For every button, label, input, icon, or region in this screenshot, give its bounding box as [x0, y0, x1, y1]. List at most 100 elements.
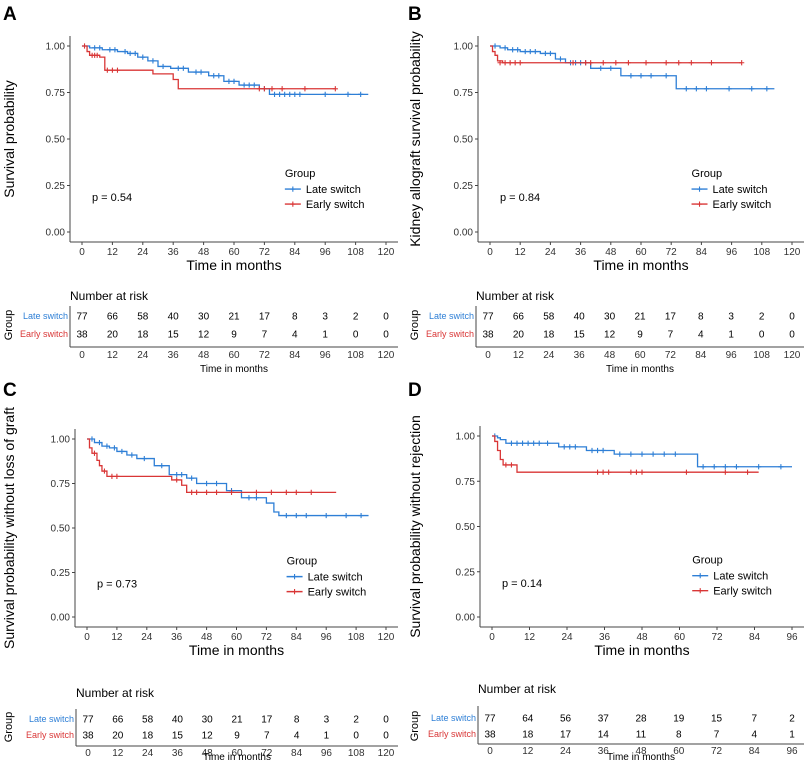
x-tick-label: 24	[561, 632, 573, 643]
censor-mark	[189, 475, 195, 481]
risk-count: 21	[231, 715, 243, 726]
panel-letter: D	[408, 380, 422, 401]
risk-count: 11	[636, 730, 647, 741]
risk-count: 30	[604, 312, 616, 323]
risk-count: 30	[198, 312, 210, 323]
risk-table-row-label: Early switch	[20, 329, 68, 339]
censor-mark	[114, 473, 120, 479]
censor-mark	[650, 451, 656, 457]
censor-mark	[101, 468, 108, 474]
censor-mark	[639, 451, 645, 457]
x-tick-label: 12	[524, 632, 536, 643]
censor-mark	[91, 450, 98, 456]
censor-mark	[293, 512, 299, 519]
y-axis-title: Survival probability without loss of gra…	[1, 407, 17, 649]
series-line-early-switch	[82, 45, 336, 90]
legend-item-label: Late switch	[713, 184, 768, 196]
risk-table-time-label: 120	[378, 350, 395, 361]
risk-count: 58	[142, 715, 154, 726]
censor-mark	[104, 67, 110, 73]
censor-mark	[749, 86, 755, 92]
censor-mark	[688, 60, 694, 66]
risk-count: 17	[665, 312, 677, 323]
censor-mark	[129, 452, 135, 458]
censor-mark	[594, 447, 601, 454]
risk-count: 38	[482, 330, 494, 341]
risk-count: 66	[112, 715, 124, 726]
y-tick-label: 1.00	[46, 42, 66, 53]
risk-count: 30	[202, 715, 214, 726]
risk-table-x-title: Time in months	[606, 364, 674, 375]
risk-count: 1	[789, 730, 795, 741]
censor-mark	[204, 480, 210, 487]
risk-count: 2	[353, 312, 359, 323]
censor-mark	[739, 60, 745, 66]
censor-mark	[639, 469, 645, 475]
censor-mark	[661, 451, 667, 457]
risk-count: 19	[673, 714, 685, 725]
x-tick-label: 48	[636, 632, 648, 643]
censor-mark	[292, 91, 298, 97]
censor-mark	[92, 45, 98, 51]
y-tick-label: 0.25	[46, 181, 66, 192]
censor-mark	[589, 447, 595, 454]
x-tick-label: 48	[198, 247, 210, 258]
censor-mark	[109, 473, 115, 479]
legend-title: Group	[692, 555, 723, 567]
censor-mark	[703, 86, 710, 92]
y-axis-title: Survival probability	[1, 80, 17, 198]
risk-count: 20	[513, 330, 525, 341]
risk-count: 9	[234, 731, 240, 742]
risk-table-time-label: 60	[231, 748, 243, 759]
p-value-label: p = 0.14	[502, 578, 542, 590]
risk-table-row-label: Early switch	[428, 729, 476, 739]
x-tick-label: 0	[84, 632, 90, 643]
censor-mark	[594, 469, 601, 475]
y-tick-label: 0.75	[454, 88, 474, 99]
series-line-late-switch	[490, 45, 775, 90]
panel-a: A0.000.250.500.751.000 12 24 36 48 60 72 84 96 10…	[1, 4, 398, 375]
censor-mark	[204, 489, 210, 495]
risk-table-time-label: 12	[107, 350, 119, 361]
censor-mark	[150, 58, 156, 64]
censor-mark	[570, 60, 576, 66]
censor-mark	[502, 60, 508, 66]
series-line-early-switch	[490, 45, 742, 64]
x-axis-title: Time in months	[186, 257, 281, 273]
x-axis-title: Time in months	[189, 642, 284, 658]
risk-table-time-label: 72	[259, 350, 271, 361]
y-tick-label: 1.00	[456, 432, 476, 443]
censor-mark	[517, 60, 523, 66]
censor-mark	[179, 472, 185, 478]
panel-b: B0.000.250.500.751.000 12 24 36 48 60 72 84 96 10…	[407, 4, 804, 375]
y-tick-label: 0.50	[46, 135, 66, 146]
censor-mark	[519, 440, 526, 446]
risk-table-row-label: Early switch	[26, 730, 74, 740]
censor-mark	[508, 462, 515, 468]
risk-count: 8	[294, 715, 300, 726]
x-tick-label: 36	[168, 247, 180, 258]
risk-table-time-label: 120	[784, 350, 801, 361]
risk-count: 7	[262, 330, 268, 341]
x-tick-label: 96	[726, 247, 738, 258]
risk-count: 8	[292, 312, 298, 323]
x-tick-label: 120	[378, 632, 395, 643]
risk-table-title: Number at risk	[476, 289, 555, 303]
censor-mark	[522, 48, 528, 55]
censor-mark	[700, 464, 706, 470]
risk-count: 0	[789, 312, 795, 323]
censor-mark	[598, 65, 604, 71]
censor-mark	[104, 443, 110, 449]
risk-count: 21	[228, 312, 240, 323]
series-line-early-switch	[87, 438, 337, 494]
panel-c: C0.000.250.500.751.000 12 24 36 48 60 72 84 96 10…	[1, 380, 398, 762]
risk-count: 66	[513, 312, 525, 323]
risk-table-time-label: 48	[202, 748, 214, 759]
censor-mark	[672, 451, 678, 457]
risk-table-time-label: 120	[378, 748, 395, 759]
risk-table-time-label: 12	[513, 350, 525, 361]
y-tick-label: 0.00	[456, 613, 476, 624]
risk-count: 40	[168, 312, 180, 323]
censor-mark	[358, 91, 364, 97]
censor-mark	[269, 86, 275, 92]
